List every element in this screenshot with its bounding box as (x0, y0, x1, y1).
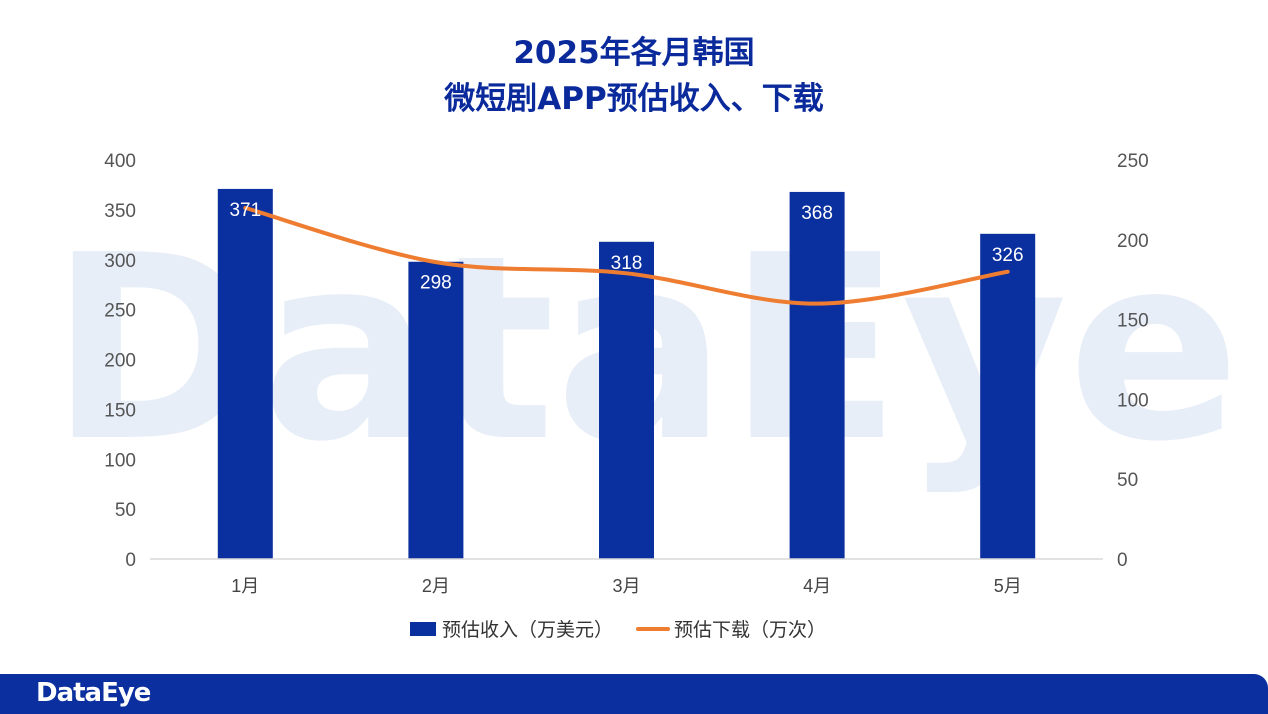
y-left-tick-label: 200 (104, 351, 136, 372)
x-tick-label: 5月 (994, 576, 1022, 596)
x-tick-label: 2月 (422, 576, 450, 596)
y-left-tick-label: 400 (104, 151, 136, 172)
bar-revenue (408, 261, 464, 559)
legend: 预估收入（万美元） 预估下载（万次） (410, 619, 826, 641)
line-downloads (243, 205, 1010, 306)
y-right-tick-label: 100 (1117, 390, 1149, 411)
bar-revenue (789, 191, 845, 560)
y-right-tick-label: 50 (1117, 470, 1138, 491)
x-tick-label: 3月 (612, 576, 640, 596)
y-right-tick-label: 150 (1117, 311, 1149, 332)
bar-data-label: 326 (992, 245, 1024, 266)
bar-data-label: 368 (801, 203, 833, 224)
bars-layer (217, 188, 1036, 560)
y-left-tick-label: 350 (104, 201, 136, 222)
axis-layer: 0 50 100 150 200 250 300 350 400 0 50 100 150 200 250 1… (104, 151, 1148, 596)
chart-title-line-1: 2025年各月韩国 (513, 35, 755, 71)
y-right-tick-label: 200 (1117, 231, 1149, 252)
legend-label-revenue: 预估收入（万美元） (442, 619, 613, 641)
y-left-tick-label: 0 (125, 550, 136, 571)
footer-logo: DataEye (36, 678, 151, 708)
bar-labels-layer: 371 298 318 368 326 (229, 200, 1023, 294)
y-left-tick-label: 100 (104, 450, 136, 471)
y-right-tick-label: 0 (1117, 550, 1128, 571)
chart-title-line-2: 微短剧APP预估收入、下载 (444, 81, 824, 117)
y-left-tick-label: 250 (104, 301, 136, 322)
legend-swatch-revenue (410, 622, 436, 636)
footer-bar: DataEye (0, 674, 1268, 714)
y-left-tick-label: 300 (104, 251, 136, 272)
y-left-tick-label: 50 (115, 500, 136, 521)
line-layer (243, 205, 1010, 306)
chart-title: 2025年各月韩国 微短剧APP预估收入、下载 (0, 30, 1268, 122)
bar-data-label: 298 (420, 273, 452, 294)
y-right-tick-label: 250 (1117, 151, 1149, 172)
chart-area: DataEye 05010015020025030035040005010015… (49, 151, 1240, 641)
legend-label-downloads: 预估下载（万次） (674, 619, 826, 641)
x-tick-label: 1月 (231, 576, 259, 596)
x-tick-label: 4月 (803, 576, 831, 596)
y-left-tick-label: 150 (104, 400, 136, 421)
bar-revenue (599, 241, 654, 560)
bar-revenue (980, 233, 1036, 559)
bar-data-label: 371 (229, 200, 261, 221)
bar-revenue (217, 188, 273, 560)
bar-data-label: 318 (611, 253, 643, 274)
